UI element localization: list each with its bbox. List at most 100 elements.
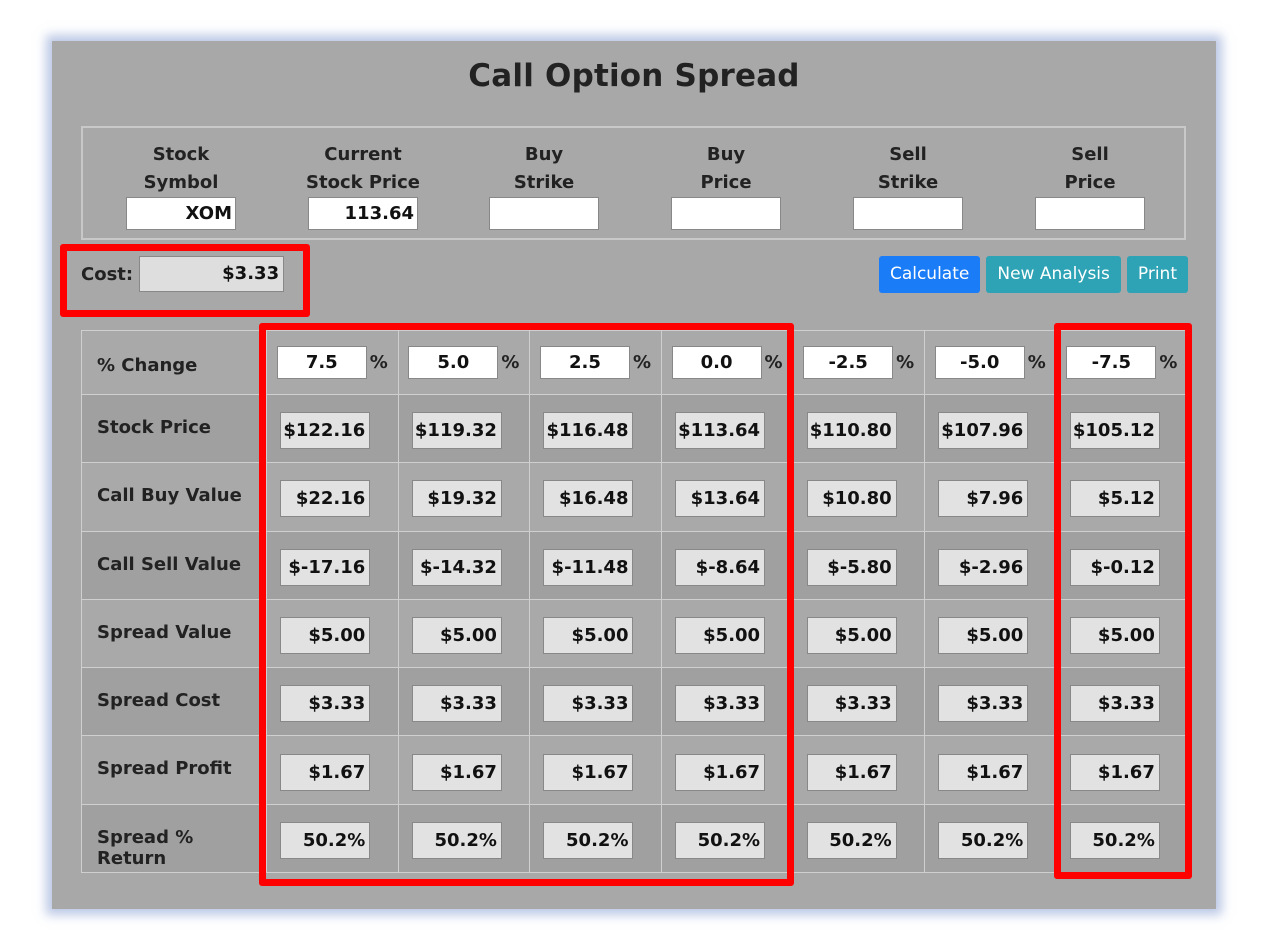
value-box: $-17.16 — [280, 548, 371, 586]
value-cell: $16.48 — [529, 462, 662, 532]
value-box: $13.64 — [675, 480, 766, 518]
table-row: Spread Value $5.00 $5.00 $5.00 $5.00 $5.00 $5.… — [81, 598, 1189, 669]
value-cell: $7.96 — [923, 462, 1057, 532]
value-box: $5.00 — [543, 617, 634, 655]
cost-value: $3.33 — [139, 256, 285, 292]
value-box: $10.80 — [806, 480, 897, 518]
value-box: $1.67 — [675, 753, 766, 791]
pct-wrap: -2.5% — [803, 346, 914, 379]
value-cell: $1.67 — [1055, 735, 1189, 805]
value-cell: $105.12 — [1055, 393, 1189, 464]
value-box: $-0.12 — [1069, 548, 1160, 586]
value-cell: $-17.16 — [266, 530, 399, 600]
value-box: $119.32 — [411, 412, 502, 450]
value-cell: $3.33 — [792, 667, 925, 737]
value-box: $1.67 — [806, 753, 897, 791]
value-box: $19.32 — [411, 480, 502, 518]
value-box: $7.96 — [938, 480, 1029, 518]
table-row: Call Buy Value $22.16 $19.32 $16.48 $13.64 $1… — [81, 462, 1189, 532]
pct-cell: 2.5% — [529, 330, 662, 395]
value-cell: $3.33 — [923, 667, 1057, 737]
value-cell: $-5.80 — [792, 530, 925, 600]
buy-price-input[interactable] — [671, 197, 781, 230]
value-box: 50.2% — [280, 821, 371, 859]
value-cell: $3.33 — [529, 667, 662, 737]
row-label: % Change — [81, 330, 267, 395]
pct-cell: -7.5% — [1055, 330, 1189, 395]
table-row: Spread % Return 50.2% 50.2% 50.2% 50.2% 50.2%… — [81, 803, 1189, 874]
value-cell: $3.33 — [660, 667, 794, 737]
value-cell: $13.64 — [660, 462, 794, 532]
value-box: $-5.80 — [806, 548, 897, 586]
value-box: $5.12 — [1069, 480, 1160, 518]
print-button[interactable]: Print — [1126, 256, 1188, 293]
calculate-button[interactable]: Calculate — [878, 256, 981, 293]
value-box: $3.33 — [543, 685, 634, 723]
value-cell: 50.2% — [660, 803, 794, 874]
pct-change-input[interactable]: 7.5 — [276, 346, 367, 379]
value-box: $5.00 — [280, 617, 371, 655]
percent-sign: % — [369, 352, 388, 373]
value-box: $3.33 — [938, 685, 1029, 723]
sell-strike-input[interactable] — [853, 197, 963, 230]
row-label: Spread Profit — [81, 735, 267, 805]
buy-strike-input[interactable] — [489, 197, 599, 230]
value-cell: $-14.32 — [397, 530, 531, 600]
value-cell: $5.00 — [397, 598, 531, 669]
value-box: $116.48 — [543, 412, 634, 450]
action-buttons: Calculate New Analysis Print — [878, 256, 1188, 293]
row-label: Stock Price — [81, 393, 267, 464]
row-label: Spread Value — [81, 598, 267, 669]
current-stock-price-input[interactable] — [308, 197, 418, 230]
table-row: Stock Price $122.16 $119.32 $116.48 $113.64 $… — [81, 393, 1189, 464]
value-cell: $1.67 — [792, 735, 925, 805]
table-row: Call Sell Value $-17.16 $-14.32 $-11.48 $-8.… — [81, 530, 1189, 600]
pct-cell: -5.0% — [923, 330, 1057, 395]
value-box: 50.2% — [675, 821, 766, 859]
value-box: $3.33 — [806, 685, 897, 723]
value-cell: $116.48 — [529, 393, 662, 464]
value-box: $5.00 — [938, 617, 1029, 655]
stock-symbol-input[interactable] — [126, 197, 236, 230]
value-cell: $10.80 — [792, 462, 925, 532]
value-cell: 50.2% — [397, 803, 531, 874]
value-cell: $3.33 — [266, 667, 399, 737]
pct-cell: 5.0% — [397, 330, 531, 395]
value-box: $110.80 — [806, 412, 897, 450]
pct-change-input[interactable]: 0.0 — [671, 346, 762, 379]
value-cell: $-11.48 — [529, 530, 662, 600]
row-label: Spread % Return — [81, 803, 267, 874]
percent-sign: % — [1027, 352, 1046, 373]
value-cell: $1.67 — [660, 735, 794, 805]
pct-change-row: % Change 7.5% 5.0% 2.5% 0.0% -2.5% -5.0% -7.5% — [81, 330, 1189, 395]
pct-change-input[interactable]: -5.0 — [934, 346, 1025, 379]
new-analysis-button[interactable]: New Analysis — [986, 256, 1121, 293]
row-label: Call Buy Value — [81, 462, 267, 532]
value-box: $107.96 — [938, 412, 1029, 450]
value-box: $5.00 — [806, 617, 897, 655]
pct-change-input[interactable]: 2.5 — [539, 346, 630, 379]
value-cell: 50.2% — [529, 803, 662, 874]
value-box: $-14.32 — [411, 548, 502, 586]
page-title: Call Option Spread — [468, 58, 800, 94]
stock-symbol-field: Stock Symbol — [90, 128, 272, 230]
value-box: $-8.64 — [675, 548, 766, 586]
pct-change-input[interactable]: -7.5 — [1066, 346, 1157, 379]
value-box: 50.2% — [1069, 821, 1160, 859]
stock-symbol-label: Stock Symbol — [143, 144, 219, 193]
value-box: $5.00 — [411, 617, 502, 655]
value-box: $5.00 — [1069, 617, 1160, 655]
value-box: $3.33 — [675, 685, 766, 723]
sell-price-input[interactable] — [1035, 197, 1145, 230]
cost-row: Cost: $3.33 — [81, 255, 285, 293]
cost-label: Cost: — [81, 263, 134, 285]
pct-change-input[interactable]: 5.0 — [408, 346, 499, 379]
value-cell: $1.67 — [397, 735, 531, 805]
value-cell: $1.67 — [529, 735, 662, 805]
current-stock-price-label: Current Stock Price — [306, 144, 420, 193]
pct-change-input[interactable]: -2.5 — [803, 346, 894, 379]
value-cell: $19.32 — [397, 462, 531, 532]
value-box: $113.64 — [675, 412, 766, 450]
value-cell: $122.16 — [266, 393, 399, 464]
value-box: $-11.48 — [543, 548, 634, 586]
